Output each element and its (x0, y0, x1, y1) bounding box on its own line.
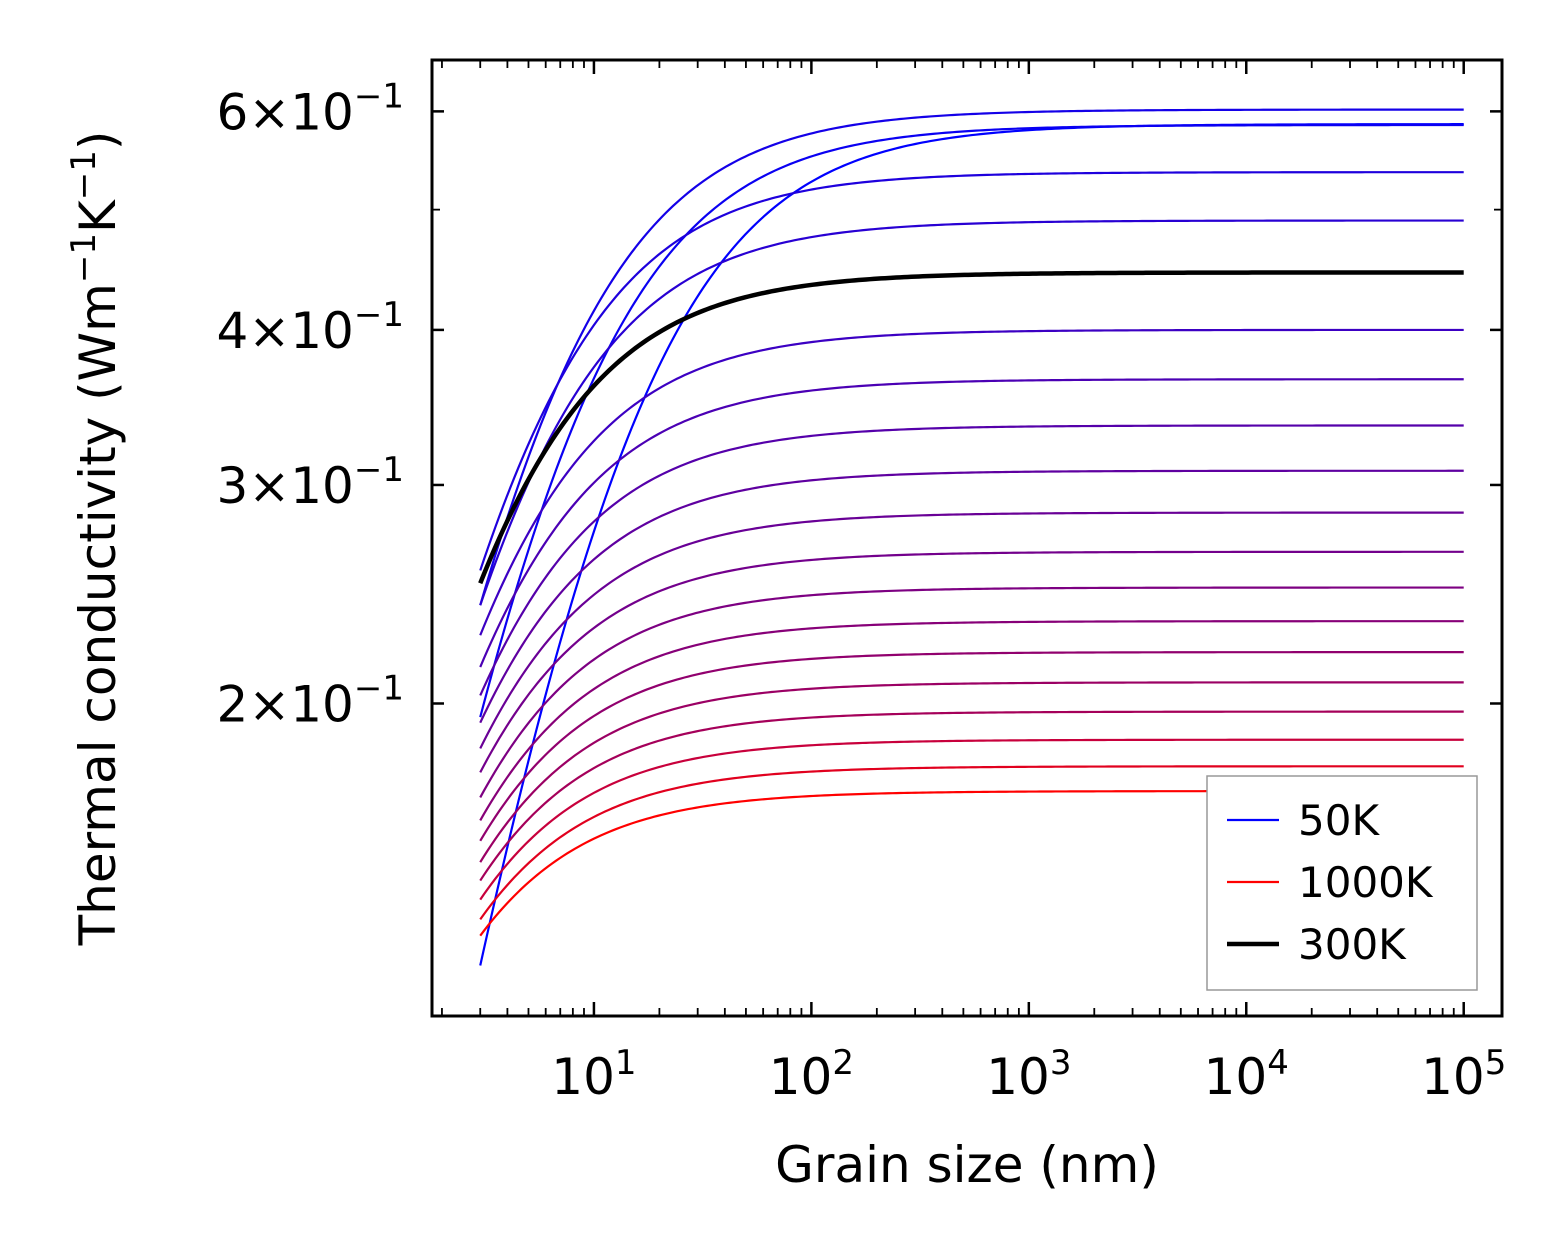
tick-labels-group: 101 102 103 104 105 2×10−1 3×10−1 4×10−1 6×10−1 (217, 76, 1507, 1106)
x-tick-label: 102 (769, 1043, 854, 1106)
x-tick-label: 101 (551, 1043, 636, 1106)
series-line-750k (479, 651, 1464, 842)
legend-label-300k: 300K (1298, 920, 1407, 969)
legend-label-50k: 50K (1298, 796, 1380, 845)
series-line-800k (479, 681, 1464, 863)
series-line-850k (479, 710, 1464, 882)
y-axis-label-exp-2: −1 (64, 150, 104, 200)
y-axis-label-unit-k: K (69, 199, 127, 233)
y-tick-label: 6×10−1 (217, 76, 404, 141)
series-line-100k (479, 123, 1464, 718)
legend-label-1000k: 1000K (1298, 858, 1434, 907)
series-line-550k (479, 511, 1464, 749)
x-axis-label: Grain size (nm) (775, 1136, 1159, 1194)
x-tick-label: 104 (1204, 1043, 1289, 1106)
series-line-900k (479, 738, 1464, 901)
y-tick-label: 3×10−1 (217, 450, 404, 515)
series-line-250k (479, 219, 1464, 606)
plot-frame (430, 58, 1504, 1018)
y-axis-label: Thermal conductivity (Wm−1K−1) (64, 131, 127, 947)
y-tick-label: 4×10−1 (217, 295, 404, 360)
x-tick-label: 105 (1421, 1043, 1506, 1106)
y-tick-label: 2×10−1 (217, 668, 404, 733)
series-line-700k (479, 620, 1464, 821)
legend: 50K 1000K 300K (1206, 775, 1478, 991)
series-line-350k (479, 328, 1464, 636)
series-line-600k (479, 550, 1464, 773)
series-line-150k (479, 108, 1464, 606)
series-line-950k (479, 765, 1464, 920)
series-line-650k (479, 586, 1464, 798)
y-axis-label-exp-1: −1 (64, 233, 104, 283)
y-axis-label-close: ) (69, 131, 127, 151)
series-line-400k (479, 378, 1464, 668)
ticks-group (432, 60, 1502, 1016)
series-line-500k (479, 469, 1464, 724)
y-axis-label-main: Thermal conductivity (Wm (69, 283, 127, 946)
x-tick-label: 103 (986, 1043, 1071, 1106)
series-line-300k (478, 270, 1464, 585)
series-line-200k (479, 171, 1464, 571)
series-line-450k (479, 424, 1464, 696)
